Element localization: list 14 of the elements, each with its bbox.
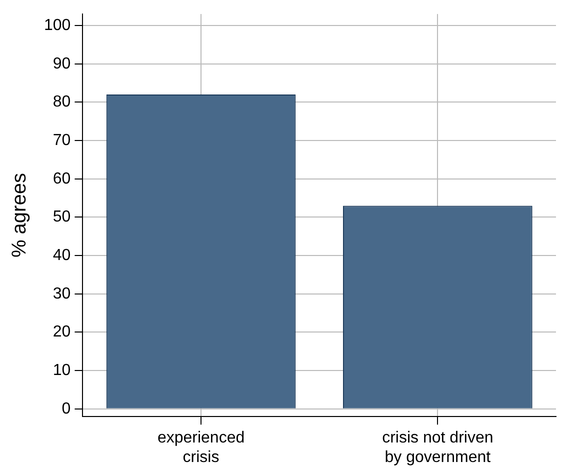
y-tick-label: 80 — [52, 94, 71, 111]
x-tick-label: crisis not driven by government — [382, 430, 494, 466]
y-axis-title: % agrees — [8, 173, 31, 258]
y-tick-label: 40 — [52, 246, 71, 264]
y-tick-label: 100 — [44, 16, 71, 34]
y-tick-label: 90 — [52, 55, 71, 72]
y-tick-label: 70 — [52, 132, 71, 149]
y-tick-label: 30 — [52, 285, 71, 302]
y-tick-label: 10 — [52, 362, 71, 379]
y-tick-label: 60 — [52, 170, 71, 188]
x-tick-label: experienced crisis — [157, 430, 245, 466]
y-tick-label: 20 — [52, 324, 71, 341]
y-tick-label: 50 — [52, 208, 71, 226]
y-tick-label: 0 — [62, 400, 71, 418]
